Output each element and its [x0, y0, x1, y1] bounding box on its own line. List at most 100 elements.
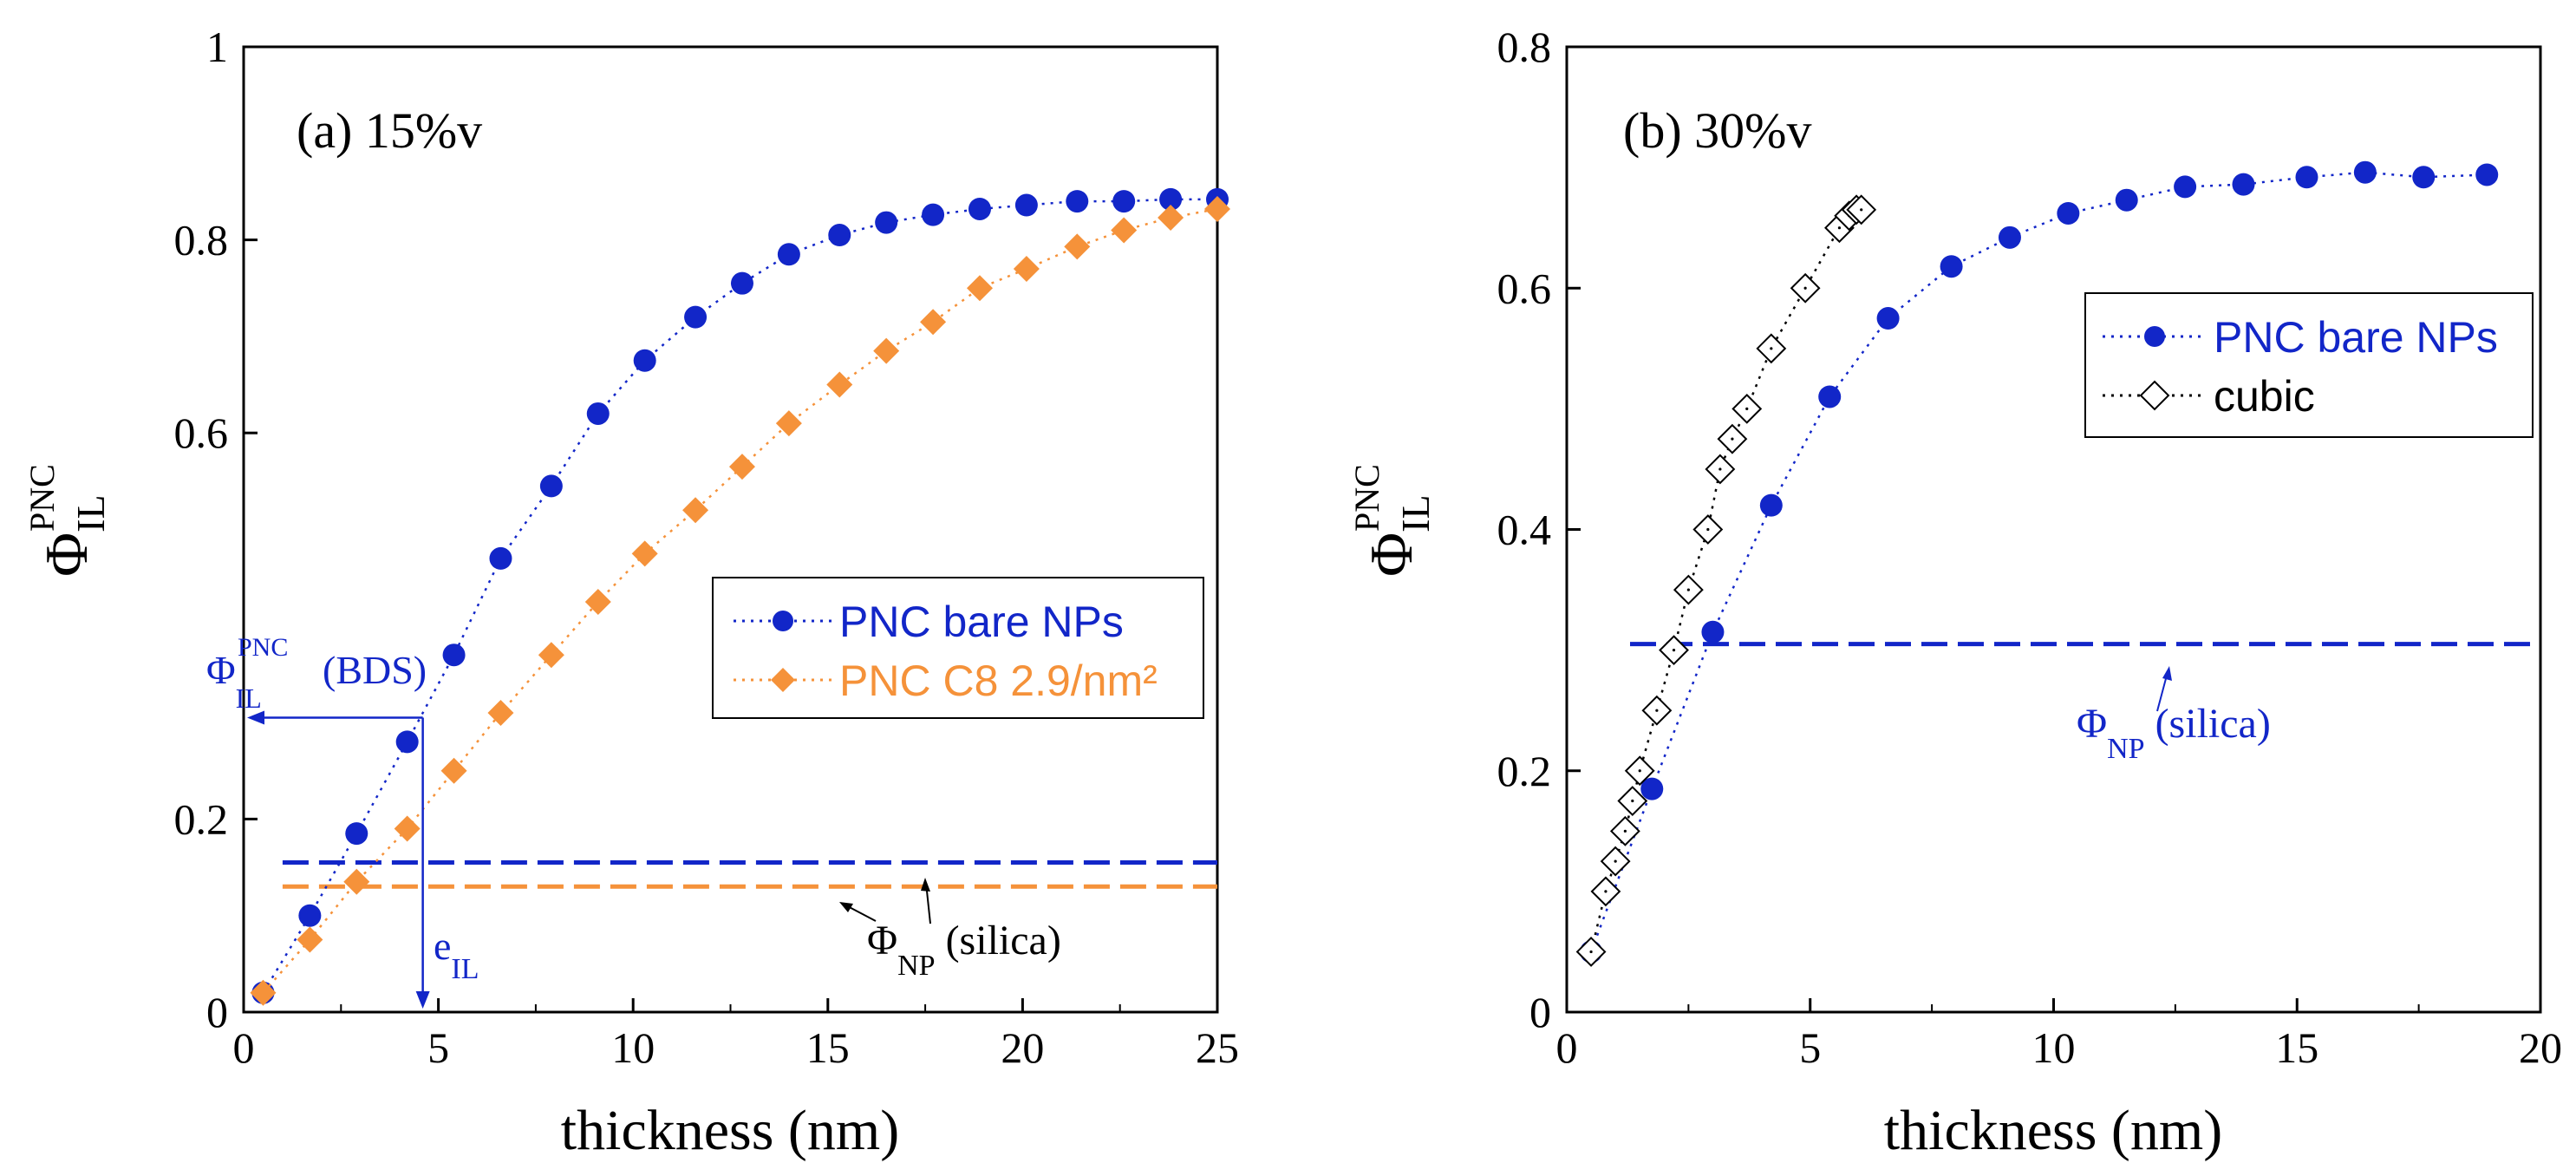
panel-a-xtick-label: 5	[427, 1023, 449, 1072]
panel-b-xtick-label: 15	[2275, 1023, 2318, 1072]
panel-a-ticks: 0 5 10 15 20 25 0 0.2 0.6 0.8 1	[174, 23, 1240, 1072]
eil-arrowhead	[415, 991, 430, 1009]
panel-b-ytick-label: 0	[1529, 988, 1551, 1036]
panel-b-point-center	[1631, 799, 1634, 803]
panel-a-ylabel-sub: IL	[68, 494, 113, 532]
panel-a-bds-annotation: ΦIL PNC (BDS)	[206, 633, 430, 1009]
panel-b-ticks: 0 5 10 15 20 0 0.2 0.4 0.6 0.8	[1497, 23, 2563, 1072]
panel-a-ytick-label: 1	[206, 23, 228, 71]
eil-label-sub: IL	[451, 953, 479, 985]
panel-b-xtick-label: 5	[1799, 1023, 1821, 1072]
panel-a-ylabel-sup: PNC	[23, 464, 62, 532]
panel-b-data-point	[1940, 255, 1963, 278]
panel-b-data-point	[1818, 385, 1842, 408]
svg-text:eIL: eIL	[434, 924, 479, 985]
panel-a-data-point	[586, 402, 610, 425]
panel-b-ytick-label: 0.6	[1497, 264, 1552, 312]
panel-b-point-center	[1589, 950, 1593, 954]
panel-a-legend-marker-c8	[771, 668, 795, 692]
panel-a-data-point	[1014, 193, 1038, 217]
panel-a-data-point	[684, 305, 708, 329]
panel-a-silica-sub: NP	[897, 950, 935, 982]
panel-b-data-point	[2475, 163, 2499, 186]
panel-a-data-point	[922, 203, 945, 226]
panel-b-xtick-label: 10	[2032, 1023, 2076, 1072]
panel-a-xtick-label: 25	[1196, 1023, 1239, 1072]
panel-b-data-point	[2174, 175, 2197, 199]
panel-a-eil-annotation: eIL	[434, 924, 479, 985]
panel-b-ytick-label: 0.8	[1497, 23, 1552, 71]
panel-b-label: (b) 30%v	[1623, 102, 1811, 159]
panel-a-xlabel: thickness (nm)	[561, 1099, 899, 1162]
panel-a-data-point	[1204, 195, 1230, 222]
panel-b-xtick-label: 20	[2519, 1023, 2562, 1072]
panel-a-data-point	[873, 337, 900, 364]
panel-a-legend: PNC bare NPs PNC C8 2.9/nm²	[712, 577, 1204, 719]
svg-text:ΦIL: ΦIL	[206, 648, 262, 714]
eil-label-main: e	[434, 924, 451, 968]
panel-a-data-point	[489, 546, 512, 570]
panel-a-data-point	[250, 979, 277, 1006]
panel-a-xtick-label: 20	[1001, 1023, 1044, 1072]
bds-label-sup: PNC	[238, 633, 288, 662]
panel-b-ylabel-main: Φ	[1359, 532, 1425, 577]
svg-text:ΦIL: ΦIL	[34, 494, 113, 577]
panel-b-point-center	[1837, 226, 1842, 230]
panel-b-data-point	[2295, 166, 2318, 189]
panel-a-series-line-0	[262, 198, 1217, 994]
panel-a-xtick-label: 0	[233, 1023, 255, 1072]
panel-b-point-center	[1731, 437, 1734, 441]
panel-b-silica-suffix: (silica)	[2145, 701, 2271, 747]
panel-b-point-center	[1604, 890, 1608, 893]
panel-a-data-point	[345, 822, 368, 846]
panel-a-reference-lines	[282, 859, 1217, 889]
panel-b-point-center	[1770, 347, 1773, 350]
panel-b-silica-sub: NP	[2107, 733, 2144, 765]
panel-a-label: (a) 15%v	[297, 102, 482, 159]
panel-b-point-center	[1614, 859, 1617, 863]
panel-a-data-point	[1066, 190, 1089, 213]
svg-text:ΦNP (silica): ΦNP (silica)	[867, 918, 1061, 982]
panel-a-data-point	[826, 371, 853, 398]
panel-a-data-point	[584, 588, 611, 615]
panel-a-data-point	[633, 349, 656, 372]
panel-b-ylabel: ΦIL PNC	[1347, 464, 1438, 577]
bds-arrowhead	[247, 710, 264, 725]
panel-b-data-point	[1759, 493, 1783, 517]
panel-b-point-center	[1745, 407, 1749, 410]
panel-a-xtick-label: 15	[806, 1023, 850, 1072]
panel-a-data-point	[1159, 187, 1183, 211]
panel-b-data-point	[2057, 201, 2080, 225]
panel-a-data-point	[728, 454, 755, 480]
panel-a-ytick-label: 0.6	[174, 408, 229, 457]
panel-b-silica-annotation: ΦNP (silica)	[2077, 666, 2271, 765]
panel-a-ytick-label: 0.8	[174, 216, 229, 265]
panel-b-point-center	[1623, 829, 1627, 833]
panel-a-data-point	[777, 243, 800, 266]
panel-b-legend-marker-bare	[2144, 326, 2165, 347]
panel-a-data-point	[682, 497, 709, 524]
svg-text:ΦIL: ΦIL	[1359, 494, 1438, 577]
panel-b-series-line-1	[1589, 208, 1862, 952]
panel-a-ylabel-main: Φ	[34, 532, 101, 577]
bds-label-sub: IL	[236, 683, 262, 714]
panel-a-data-point	[487, 699, 514, 726]
svg-text:ΦNP (silica): ΦNP (silica)	[2077, 701, 2271, 765]
panel-a-silica-annotation: ΦNP (silica)	[839, 878, 1061, 982]
panel-a-data-point	[538, 642, 564, 669]
panel-b-ytick-label: 0.2	[1497, 747, 1552, 795]
panel-b-data-point	[1701, 620, 1725, 644]
panel-b-data-point	[2353, 160, 2377, 184]
panel-a-data-point	[631, 540, 658, 567]
panel-b-point-center	[1706, 527, 1710, 532]
panel-b-data-point	[2412, 166, 2436, 189]
bds-label-main: Φ	[206, 648, 236, 692]
panel-a-data-point	[875, 211, 898, 234]
panel-a-data-point	[539, 474, 563, 498]
panel-a-data-point	[966, 275, 993, 302]
panel-a-data-point	[730, 271, 753, 295]
panel-a-ytick-label: 0	[206, 988, 228, 1036]
